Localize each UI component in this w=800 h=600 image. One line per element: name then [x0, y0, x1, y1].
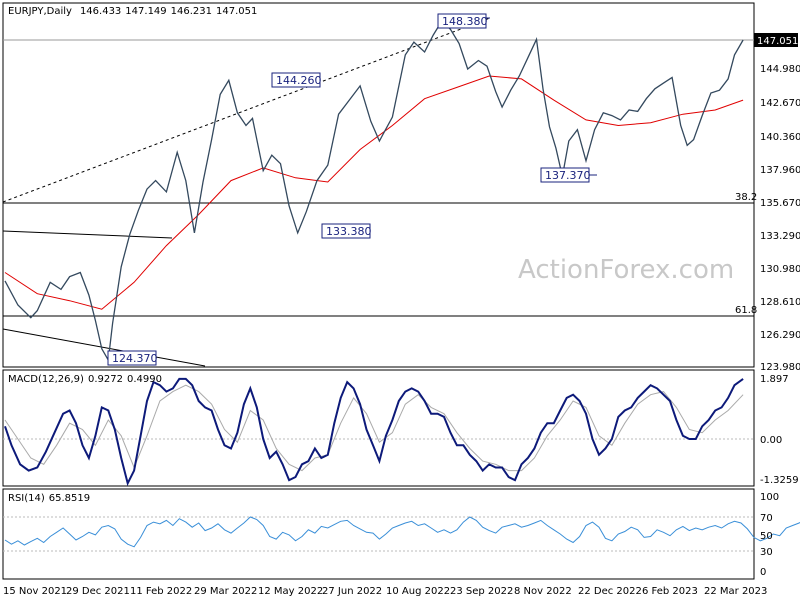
- rsi-name: RSI(14): [8, 493, 45, 504]
- macd-line: [4, 377, 744, 487]
- price-y-tick: 126.290: [760, 330, 800, 341]
- rsi-y-tick: 0: [760, 567, 766, 578]
- macd-y-tick: 1.897: [760, 374, 789, 385]
- last-price-value: 147.051: [757, 36, 798, 47]
- channel-upper-line: [2, 230, 173, 239]
- annotation-137370: 137.370: [545, 169, 591, 182]
- rsi-title: RSI(14) 65.8519: [8, 493, 90, 504]
- rsi-y-tick: 100: [760, 492, 779, 503]
- x-tick: 29 Mar 2022: [194, 586, 257, 597]
- price-y-tick: 123.980: [760, 362, 800, 373]
- price-panel-frame: [2, 2, 755, 368]
- annotation-148380: 148.380: [442, 15, 488, 28]
- price-title: EURJPY,Daily 146.433 147.149 146.231 147.051: [8, 6, 257, 17]
- macd-y-tick: -1.3259: [760, 475, 799, 486]
- price-y-tick: 133.290: [760, 231, 800, 242]
- macd-signal-line: [4, 384, 744, 472]
- channel-lower-line: [2, 328, 206, 367]
- price-y-axis: 144.980 142.670 140.360 137.960 135.670 …: [760, 64, 800, 373]
- price-y-tick: 140.360: [760, 132, 800, 143]
- x-tick: 23 Sep 2022: [450, 586, 513, 597]
- x-tick: 27 Jun 2022: [322, 586, 382, 597]
- macd-name: MACD(12,26,9): [8, 374, 84, 385]
- price-y-tick: 144.980: [760, 64, 800, 75]
- price-line: [4, 19, 744, 363]
- annotation-144260: 144.260: [276, 74, 322, 87]
- annotation-box-133380: [321, 223, 371, 239]
- macd-signal-value: 0.4990: [127, 374, 162, 385]
- macd-panel-frame: [2, 369, 755, 487]
- price-y-tick: 142.670: [760, 98, 800, 109]
- x-axis: 15 Nov 2021 29 Dec 2021 11 Feb 2022 29 M…: [3, 586, 767, 597]
- x-tick: 11 Feb 2022: [130, 586, 192, 597]
- ohlc-open: 146.433: [80, 6, 121, 17]
- rsi-line: [4, 516, 800, 548]
- annotation-box-144260: [271, 72, 321, 88]
- x-tick: 6 Feb 2023: [642, 586, 698, 597]
- x-tick: 10 Aug 2022: [386, 586, 450, 597]
- price-y-tick: 128.610: [760, 297, 800, 308]
- x-tick: 8 Nov 2022: [514, 586, 572, 597]
- annotation-box-148380: [437, 13, 487, 29]
- annotation-box-124370: [107, 350, 157, 366]
- ohlc-close: 147.051: [216, 6, 257, 17]
- price-y-tick: 137.960: [760, 165, 800, 176]
- x-tick: 29 Dec 2021: [66, 586, 130, 597]
- annotation-133380: 133.380: [326, 225, 372, 238]
- rsi-value: 65.8519: [49, 493, 90, 504]
- sma-line: [4, 75, 744, 310]
- rsi-y-tick: 30: [760, 547, 773, 558]
- annotation-124370: 124.370: [112, 352, 158, 365]
- macd-y-tick: 0.00: [760, 435, 782, 446]
- rsi-panel-frame: [2, 488, 755, 580]
- x-tick: 15 Nov 2021: [3, 586, 67, 597]
- x-tick: 12 May 2022: [258, 586, 323, 597]
- ohlc-low: 146.231: [171, 6, 212, 17]
- rsi-y-tick: 70: [760, 513, 773, 524]
- fib-38-label: 38.2: [735, 192, 757, 203]
- price-y-tick: 130.980: [760, 264, 800, 275]
- x-tick: 22 Dec 2022: [578, 586, 642, 597]
- price-y-tick: 135.670: [760, 198, 800, 209]
- watermark: ActionForex.com: [518, 255, 734, 285]
- ohlc-high: 147.149: [125, 6, 166, 17]
- macd-value: 0.9272: [88, 374, 123, 385]
- macd-title: MACD(12,26,9) 0.9272 0.4990: [8, 374, 162, 385]
- x-tick: 22 Mar 2023: [704, 586, 767, 597]
- last-price-badge: [754, 33, 798, 47]
- rsi-y-tick: 50: [760, 531, 773, 542]
- symbol-label: EURJPY,Daily: [8, 6, 72, 17]
- fib-61-label: 61.8: [735, 305, 757, 316]
